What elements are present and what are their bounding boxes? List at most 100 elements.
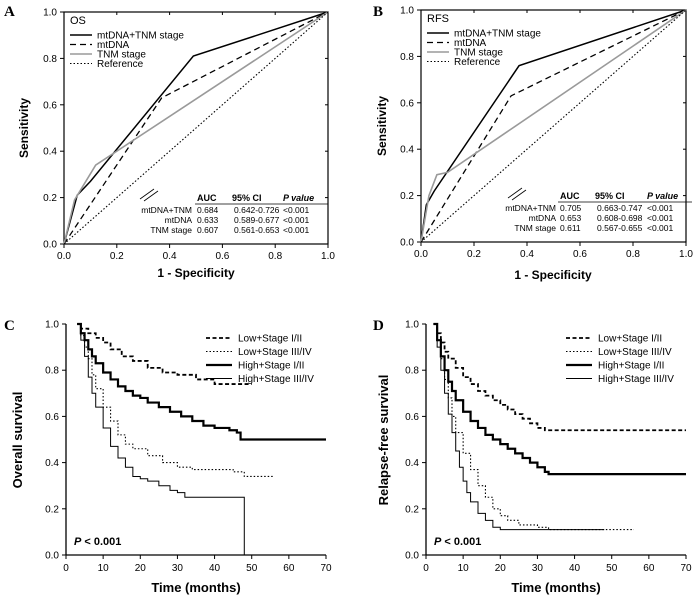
legend-label-A-0: mtDNA+TNM stage [97, 31, 184, 42]
table-header-ci-A: 95% CI [232, 193, 262, 203]
x-tick-label-D: 20 [495, 563, 507, 574]
x-tick-label-B: 0.8 [626, 249, 640, 260]
table-ci-value-B: 0.567-0.655 [597, 223, 643, 233]
series-line-C-0 [77, 323, 252, 385]
panel-letter-B: B [373, 4, 383, 20]
x-tick-label-C: 0 [63, 563, 69, 574]
table-p-value-B: <0.001 [647, 213, 674, 223]
panel-letter-A: A [4, 4, 15, 20]
table-tick-mark-B [511, 189, 527, 201]
table-auc-value-B: 0.653 [560, 213, 582, 223]
legend-label-C-3: High+Stage III/IV [238, 374, 314, 385]
table-header-p-B: P value [647, 191, 678, 201]
chart-title-B: RFS [427, 13, 449, 25]
x-tick-label-B: 0.0 [414, 249, 428, 260]
legend-label-D-0: Low+Stage I/II [598, 334, 662, 345]
table-ci-value-A: 0.561-0.653 [234, 225, 280, 235]
legend-label-C-1: Low+Stage III/IV [238, 347, 312, 358]
y-tick-label-C: 0.6 [45, 412, 59, 423]
legend-label-B-0: mtDNA+TNM stage [454, 29, 541, 40]
x-tick-label-B: 0.2 [467, 249, 481, 260]
x-tick-label-A: 0.6 [215, 251, 229, 262]
legend-label-A-1: mtDNA [97, 40, 130, 51]
legend-label-B-2: TNM stage [454, 48, 503, 59]
y-tick-label-D: 0.0 [405, 551, 419, 562]
y-tick-label-B: 0.4 [400, 145, 414, 156]
x-axis-label-D: Time (months) [511, 580, 600, 595]
x-tick-label-A: 0.8 [268, 251, 282, 262]
p-value-label-D: P < 0.001 [434, 536, 481, 548]
x-tick-label-A: 0.4 [163, 251, 177, 262]
table-row-label-A: mtDNA+TNM [141, 205, 192, 215]
series-line-D-0 [433, 323, 686, 432]
y-tick-label-D: 0.4 [405, 458, 419, 469]
y-tick-label-D: 0.8 [405, 366, 419, 377]
x-tick-label-C: 10 [98, 563, 110, 574]
x-axis-label-B: 1 - Specificity [514, 268, 592, 282]
plot-frame-A [63, 11, 329, 245]
legend-label-D-2: High+Stage I/II [598, 361, 664, 372]
x-tick-label-D: 0 [423, 563, 429, 574]
y-tick-label-D: 0.2 [405, 504, 419, 515]
y-tick-label-C: 0.2 [45, 504, 59, 515]
series-line-A-3 [63, 11, 329, 245]
table-tick-mark-A [139, 188, 155, 200]
x-tick-label-D: 50 [606, 563, 618, 574]
table-header-p-A: P value [283, 193, 314, 203]
chart-title-A: OS [70, 15, 86, 27]
x-axis-label-C: Time (months) [151, 580, 240, 595]
y-tick-label-D: 0.6 [405, 412, 419, 423]
x-tick-label-C: 60 [283, 563, 295, 574]
table-ci-value-B: 0.663-0.747 [597, 203, 643, 213]
y-tick-label-A: 0.2 [43, 193, 57, 204]
plot-frame-B [420, 9, 687, 243]
y-tick-label-B: 0.8 [400, 52, 414, 63]
series-line-A-1 [63, 11, 329, 245]
y-tick-label-B: 0.0 [400, 238, 414, 249]
x-tick-label-C: 70 [320, 563, 332, 574]
x-tick-label-D: 40 [569, 563, 581, 574]
x-tick-label-C: 20 [135, 563, 147, 574]
table-p-value-B: <0.001 [647, 223, 674, 233]
series-line-B-1 [420, 9, 687, 243]
series-line-A-0 [63, 11, 329, 245]
x-tick-label-B: 1.0 [679, 249, 693, 260]
legend-label-A-2: TNM stage [97, 50, 146, 61]
y-axis-label-C: Overall survival [10, 392, 25, 489]
y-tick-label-D: 1.0 [405, 320, 419, 331]
legend-label-B-1: mtDNA [454, 38, 487, 49]
panel-letter-C: C [4, 318, 15, 334]
x-tick-label-D: 10 [458, 563, 470, 574]
legend-label-D-1: Low+Stage III/IV [598, 347, 672, 358]
x-tick-label-C: 40 [209, 563, 221, 574]
table-auc-value-A: 0.633 [197, 215, 219, 225]
y-tick-label-A: 0.4 [43, 147, 57, 158]
y-tick-label-C: 1.0 [45, 320, 59, 331]
y-tick-label-B: 1.0 [400, 6, 414, 17]
table-p-value-A: <0.001 [283, 205, 310, 215]
table-tick-mark-A [143, 190, 159, 202]
x-tick-label-C: 30 [172, 563, 184, 574]
y-tick-label-C: 0.8 [45, 366, 59, 377]
table-header-auc-B: AUC [560, 191, 580, 201]
y-tick-label-A: 0.0 [43, 240, 57, 251]
table-tick-mark-B [507, 187, 523, 199]
table-row-label-A: mtDNA [165, 215, 193, 225]
table-auc-value-A: 0.607 [197, 225, 219, 235]
legend-label-D-3: High+Stage III/IV [598, 374, 674, 385]
table-header-auc-A: AUC [197, 193, 217, 203]
y-tick-label-A: 0.6 [43, 100, 57, 111]
table-row-label-B: TNM stage [514, 223, 556, 233]
table-auc-value-B: 0.705 [560, 203, 582, 213]
series-line-D-3 [433, 323, 605, 531]
series-line-A-2 [63, 11, 329, 245]
table-auc-value-B: 0.611 [560, 223, 581, 233]
x-tick-label-C: 50 [246, 563, 258, 574]
y-axis-label-D: Relapse-free survival [376, 375, 391, 506]
legend-label-C-2: High+Stage I/II [238, 361, 304, 372]
table-ci-value-A: 0.642-0.726 [234, 205, 280, 215]
y-axis-label-B: Sensitivity [375, 96, 389, 156]
panel-letter-D: D [373, 318, 384, 334]
table-ci-value-B: 0.608-0.698 [597, 213, 643, 223]
